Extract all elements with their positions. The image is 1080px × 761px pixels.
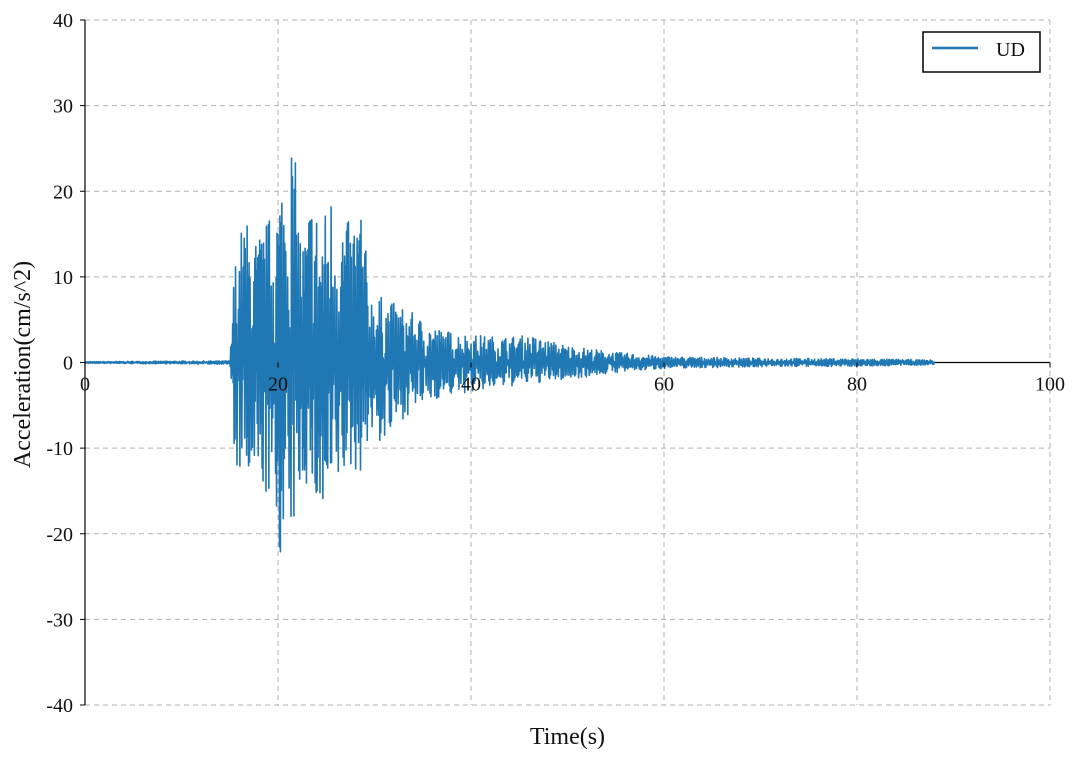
x-tick-label-60: 60: [654, 374, 674, 396]
x-tick-label-0: 0: [80, 374, 90, 396]
y-tick-label--40: -40: [46, 695, 73, 717]
y-tick-label--20: -20: [46, 524, 73, 546]
x-tick-label-20: 20: [268, 374, 288, 396]
y-tick-label--10: -10: [46, 438, 73, 460]
legend-box: [922, 31, 1041, 73]
series-ud: [84, 157, 935, 553]
legend: UD: [922, 31, 1041, 73]
x-tick-label-40: 40: [461, 374, 481, 396]
y-tick-label-20: 20: [53, 181, 73, 203]
y-axis-title: Acceleration(cm/s^2): [10, 261, 36, 468]
x-axis-title: Time(s): [530, 724, 605, 750]
y-tick-label-0: 0: [63, 353, 73, 375]
series-line-ud: [84, 157, 935, 553]
legend-label-ud: UD: [996, 39, 1025, 61]
y-tick-label-30: 30: [53, 96, 73, 118]
y-tick-label--30: -30: [46, 609, 73, 631]
y-tick-label-10: 10: [53, 267, 73, 289]
y-tick-label-40: 40: [53, 10, 73, 32]
x-tick-label-80: 80: [847, 374, 867, 396]
x-tick-label-100: 100: [1035, 374, 1065, 396]
